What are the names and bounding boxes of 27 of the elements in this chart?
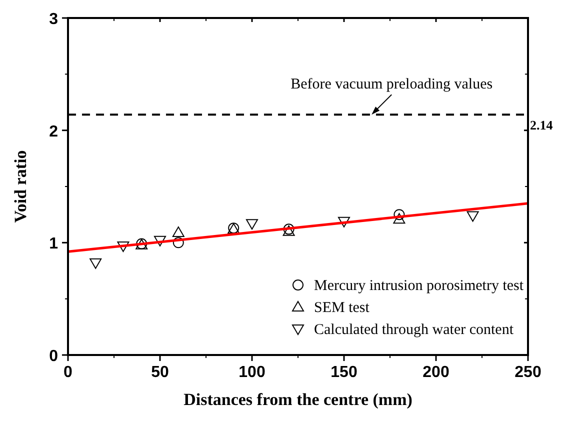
y-axis-title: Void ratio <box>11 150 30 223</box>
y-tick-label: 1 <box>49 236 58 253</box>
ref-line-label: 2.14 <box>530 118 554 133</box>
x-tick-label: 0 <box>64 364 73 381</box>
point <box>393 213 406 224</box>
point <box>90 258 102 269</box>
point <box>338 216 350 228</box>
x-tick-label: 250 <box>514 364 542 381</box>
legend-label: Calculated through water content <box>314 322 514 338</box>
x-axis-title: Distances from the centre (mm) <box>184 390 412 409</box>
x-tick-label: 150 <box>330 364 358 381</box>
y-tick-label: 3 <box>49 11 58 28</box>
legend-label: Mercury intrusion porosimetry test <box>314 278 524 294</box>
y-tick-label: 2 <box>49 123 58 140</box>
point <box>246 219 258 230</box>
point <box>117 242 130 252</box>
x-tick-label: 50 <box>151 364 169 381</box>
annotation: Before vacuum preloading values <box>290 76 493 93</box>
x-tick-label: 100 <box>238 364 266 381</box>
point <box>154 236 166 246</box>
point <box>172 237 184 248</box>
point <box>172 226 184 238</box>
y-tick-label: 0 <box>49 348 58 365</box>
point <box>394 209 405 220</box>
x-tick-label: 200 <box>422 364 450 381</box>
legend-label: SEM test <box>314 300 370 316</box>
point <box>466 211 479 222</box>
